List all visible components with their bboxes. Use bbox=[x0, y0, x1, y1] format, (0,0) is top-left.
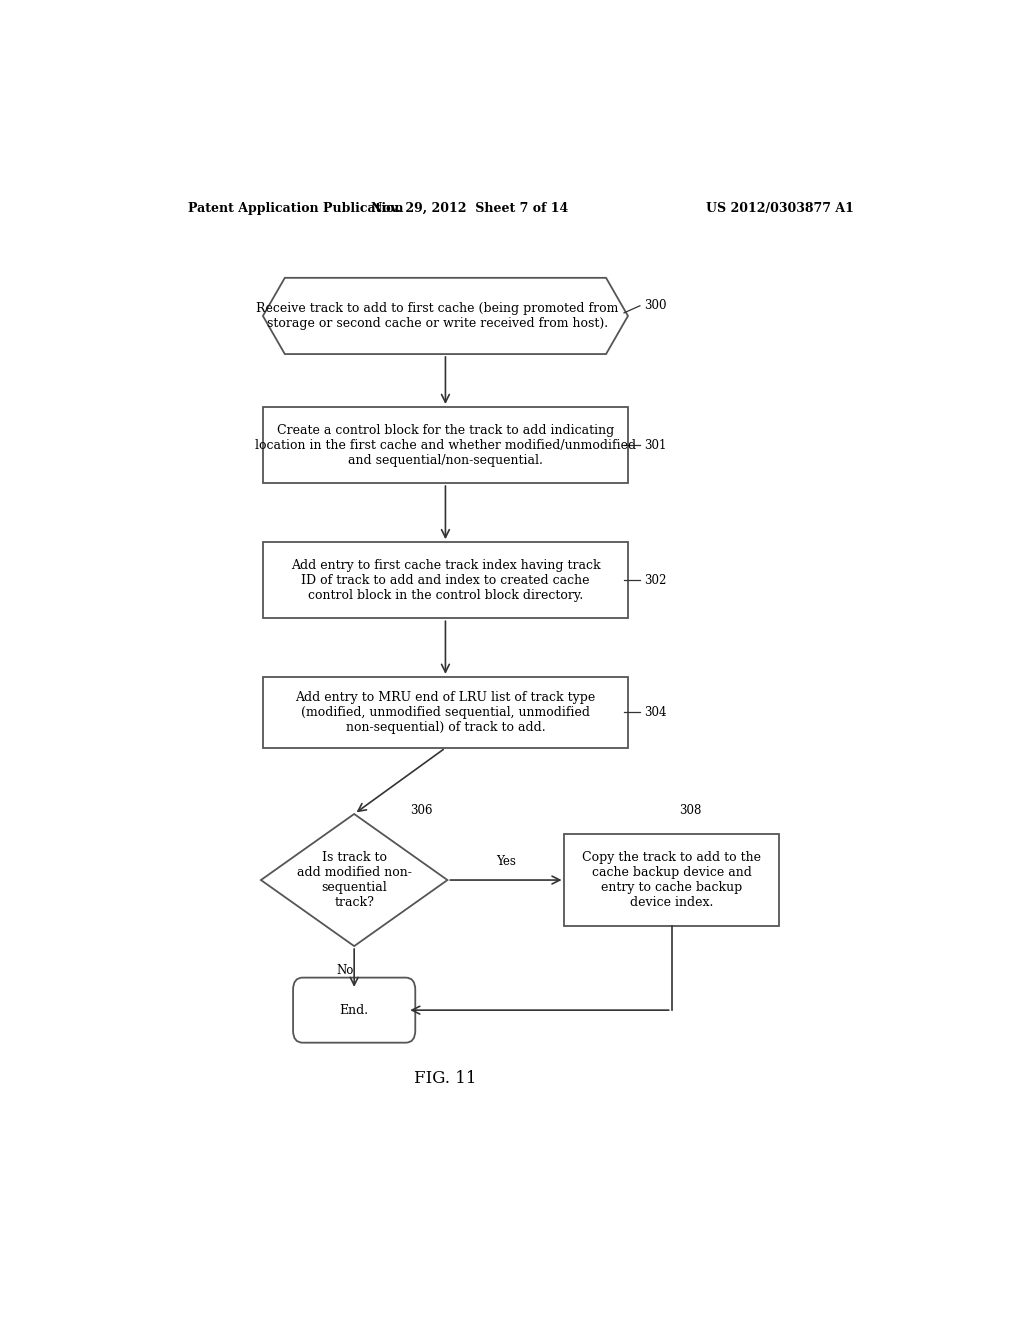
Bar bbox=[263, 677, 628, 748]
Text: Add entry to MRU end of LRU list of track type
(modified, unmodified sequential,: Add entry to MRU end of LRU list of trac… bbox=[295, 690, 596, 734]
Text: 304: 304 bbox=[644, 706, 667, 719]
Text: Copy the track to add to the
cache backup device and
entry to cache backup
devic: Copy the track to add to the cache backu… bbox=[582, 851, 761, 909]
Text: Is track to
add modified non-
sequential
track?: Is track to add modified non- sequential… bbox=[297, 851, 412, 909]
Text: 300: 300 bbox=[644, 300, 667, 313]
Text: Add entry to first cache track index having track
ID of track to add and index t: Add entry to first cache track index hav… bbox=[291, 558, 600, 602]
Text: Receive track to add to first cache (being promoted from
storage or second cache: Receive track to add to first cache (bei… bbox=[256, 302, 618, 330]
Text: FIG. 11: FIG. 11 bbox=[414, 1069, 477, 1086]
Text: No: No bbox=[336, 965, 353, 977]
Text: Nov. 29, 2012  Sheet 7 of 14: Nov. 29, 2012 Sheet 7 of 14 bbox=[371, 202, 568, 215]
Bar bbox=[263, 543, 628, 618]
Text: Patent Application Publication: Patent Application Publication bbox=[187, 202, 403, 215]
Text: End.: End. bbox=[340, 1003, 369, 1016]
Text: 301: 301 bbox=[644, 438, 667, 451]
Text: Yes: Yes bbox=[496, 855, 516, 867]
Text: US 2012/0303877 A1: US 2012/0303877 A1 bbox=[707, 202, 854, 215]
Bar bbox=[263, 407, 628, 483]
Text: Create a control block for the track to add indicating
location in the first cac: Create a control block for the track to … bbox=[255, 424, 636, 466]
Text: 308: 308 bbox=[680, 804, 701, 817]
Text: 302: 302 bbox=[644, 574, 667, 586]
Text: 306: 306 bbox=[410, 804, 432, 817]
Bar bbox=[564, 834, 779, 925]
